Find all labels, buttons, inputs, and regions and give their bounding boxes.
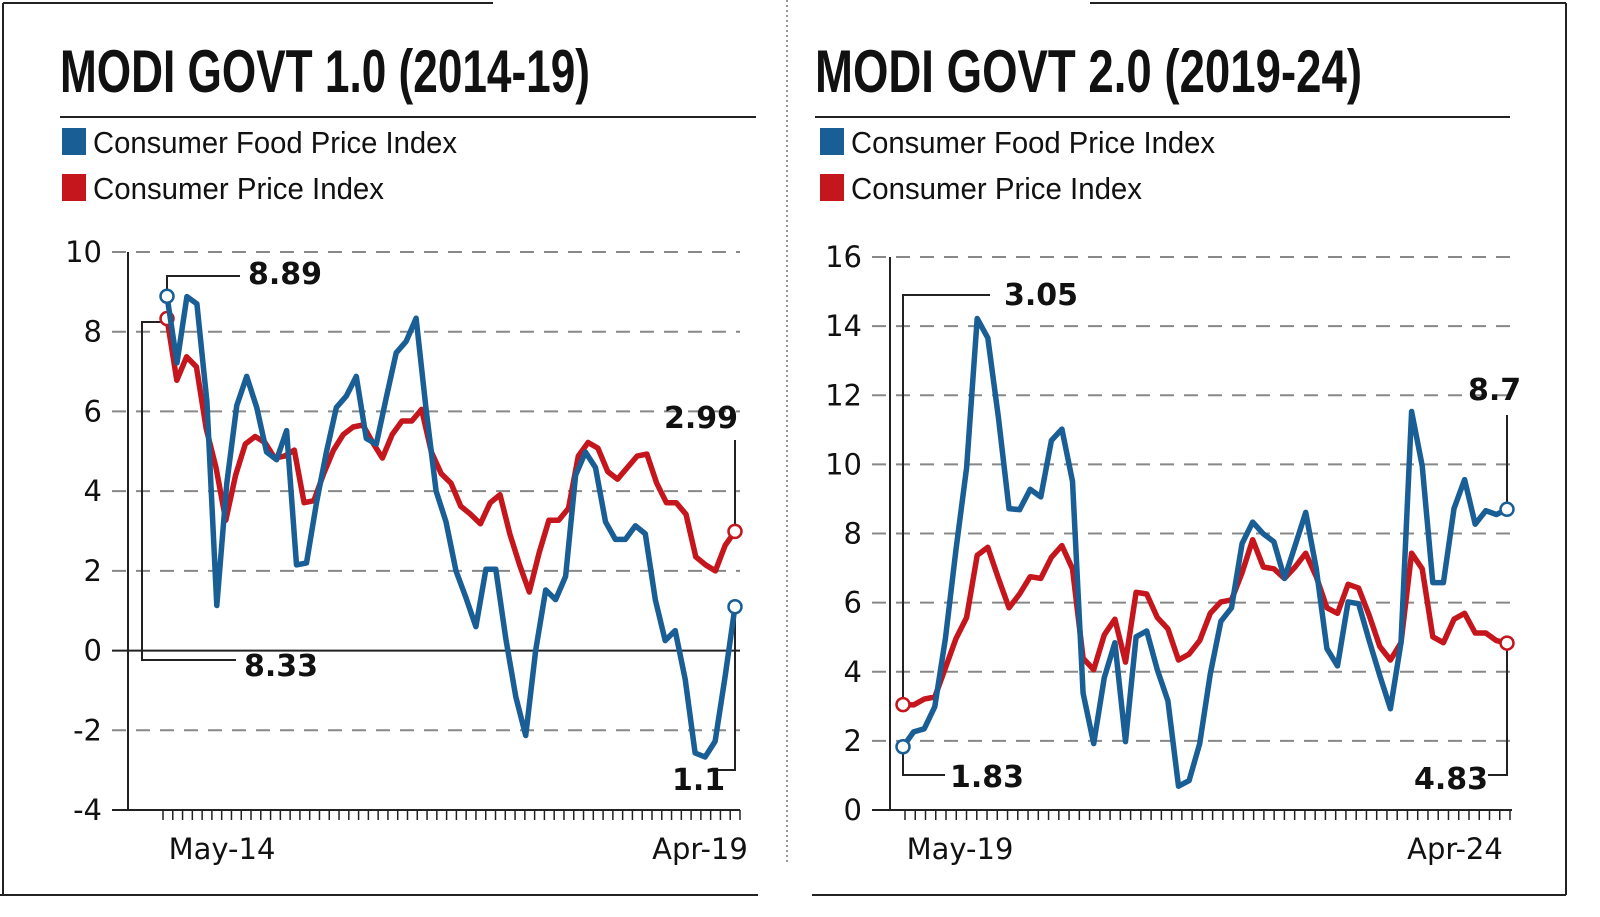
annotation-food-end-right: 8.7: [1468, 373, 1521, 408]
legend-swatch-cpi-left: [62, 174, 86, 201]
leader-line-food-end: [715, 606, 736, 771]
legend-swatch-food-left: [62, 128, 86, 155]
endpoint-marker-food-end: [727, 598, 743, 615]
y-tick-label: 12: [825, 378, 862, 412]
y-tick-label: 10: [825, 447, 862, 481]
legend-label-food-right: Consumer Food Price Index: [851, 125, 1215, 160]
legend-swatch-cpi-right: [820, 174, 844, 201]
y-tick-label: 8: [844, 517, 862, 551]
endpoint-marker-food-end: [1499, 501, 1515, 518]
leader-line-cpi-start: [902, 294, 990, 702]
plot-left: 10 8 6 4 2 0 -2 -4: [65, 235, 743, 827]
legend-swatch-food-right: [820, 128, 844, 155]
series-line-cpi: [900, 536, 1510, 708]
legend-label-food-left: Consumer Food Price Index: [93, 125, 457, 160]
y-tick-label: 6: [84, 394, 102, 428]
endpoint-marker-cpi-end: [727, 523, 743, 540]
endpoint-marker-cpi-end: [1499, 635, 1515, 651]
left-panel-frame: [0, 2, 758, 896]
annotation-food-end-left: 1.1: [672, 763, 725, 798]
endpoint-marker-food-start: [159, 288, 175, 304]
y-tick-label: 6: [844, 586, 862, 620]
leader-line-food-start: [902, 746, 945, 776]
y-tick-label: -2: [73, 713, 102, 747]
x-label-start-right: May-19: [907, 832, 1014, 866]
annotation-cpi-start-right: 3.05: [1004, 278, 1078, 313]
endpoint-marker-food-start: [895, 739, 911, 755]
x-label-start-left: May-14: [169, 832, 276, 866]
y-tick-label: 4: [844, 655, 862, 689]
series-line-food: [900, 315, 1510, 789]
leader-line-cpi-start: [141, 321, 236, 661]
annotation-food-start-right: 1.83: [950, 760, 1024, 795]
y-tick-label: 10: [65, 235, 102, 269]
y-tick-label: 16: [825, 240, 862, 274]
legend-label-cpi-left: Consumer Price Index: [93, 171, 384, 206]
annotation-cpi-end-left: 2.99: [664, 401, 738, 436]
y-tick-label: 14: [825, 309, 862, 343]
annotation-cpi-start-left: 8.33: [244, 649, 318, 684]
y-tick-label: -4: [73, 793, 102, 827]
y-tick-label: 2: [844, 724, 862, 758]
y-tick-label: 8: [84, 315, 102, 349]
chart-title-right: MODI GOVT 2.0 (2019-24): [815, 38, 1362, 105]
y-tick-label: 0: [84, 634, 102, 668]
x-label-end-right: Apr-24: [1407, 832, 1503, 866]
y-tick-label: 2: [84, 554, 102, 588]
leader-line-cpi-end: [1488, 642, 1508, 776]
annotation-cpi-end-right: 4.83: [1414, 762, 1488, 797]
y-tick-label: 0: [844, 793, 862, 827]
y-tick-label: 4: [84, 474, 102, 508]
leader-line-food-start: [166, 275, 240, 295]
plot-right: 16 14 12 10 8 6 4 2 0: [825, 240, 1515, 827]
annotation-food-start-left: 8.89: [248, 257, 322, 292]
chart-title-left: MODI GOVT 1.0 (2014-19): [60, 38, 590, 105]
x-label-end-left: Apr-19: [652, 832, 748, 866]
endpoint-marker-cpi-start: [895, 696, 911, 713]
series-line-food: [164, 293, 738, 760]
right-panel-frame: [812, 2, 1567, 896]
legend-label-cpi-right: Consumer Price Index: [851, 171, 1142, 206]
